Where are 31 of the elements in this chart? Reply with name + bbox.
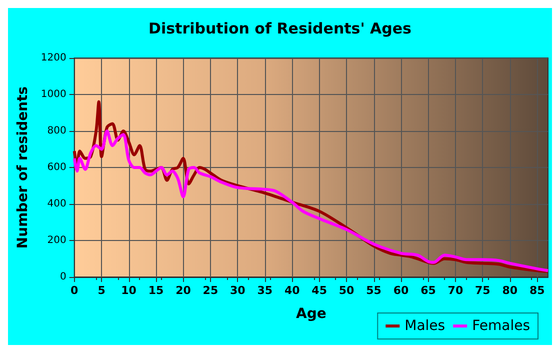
x-tick-label: 30 [230,284,246,297]
legend-label: Males [404,318,446,334]
y-tick-label: 1000 [40,89,66,100]
x-tick-label: 25 [202,284,218,297]
y-tick-label: 200 [47,235,66,246]
y-tick-label: 0 [60,272,66,282]
x-tick-label: 70 [448,284,464,297]
x-tick-label: 85 [529,284,545,297]
x-tick-label: 20 [176,284,192,297]
chart-title: Distribution of Residents' Ages [148,20,412,38]
x-tick-label: 55 [366,284,382,297]
x-tick-label: 80 [502,284,518,297]
x-tick-label: 35 [257,284,273,297]
y-tick-label: 400 [47,198,66,210]
legend-label: Females [472,318,530,334]
y-tick-label: 800 [47,126,66,136]
x-tick-label: 60 [393,284,409,297]
x-tick-label: 75 [475,284,490,297]
x-tick-label: 50 [338,284,355,297]
x-tick-label: 65 [420,284,436,297]
x-tick-label: 45 [312,284,327,297]
x-tick-label: 5 [98,284,106,297]
x-tick-label: 0 [70,284,79,297]
x-tick-label: 15 [148,284,164,297]
y-tick-label: 1200 [40,52,66,64]
y-tick-label: 600 [47,162,66,173]
line-series [72,130,550,272]
x-tick-label: 10 [121,284,137,297]
x-tick-label: 40 [284,284,300,297]
y-axis-title: Number of residents [15,86,31,249]
x-axis-title: Age [296,306,326,322]
